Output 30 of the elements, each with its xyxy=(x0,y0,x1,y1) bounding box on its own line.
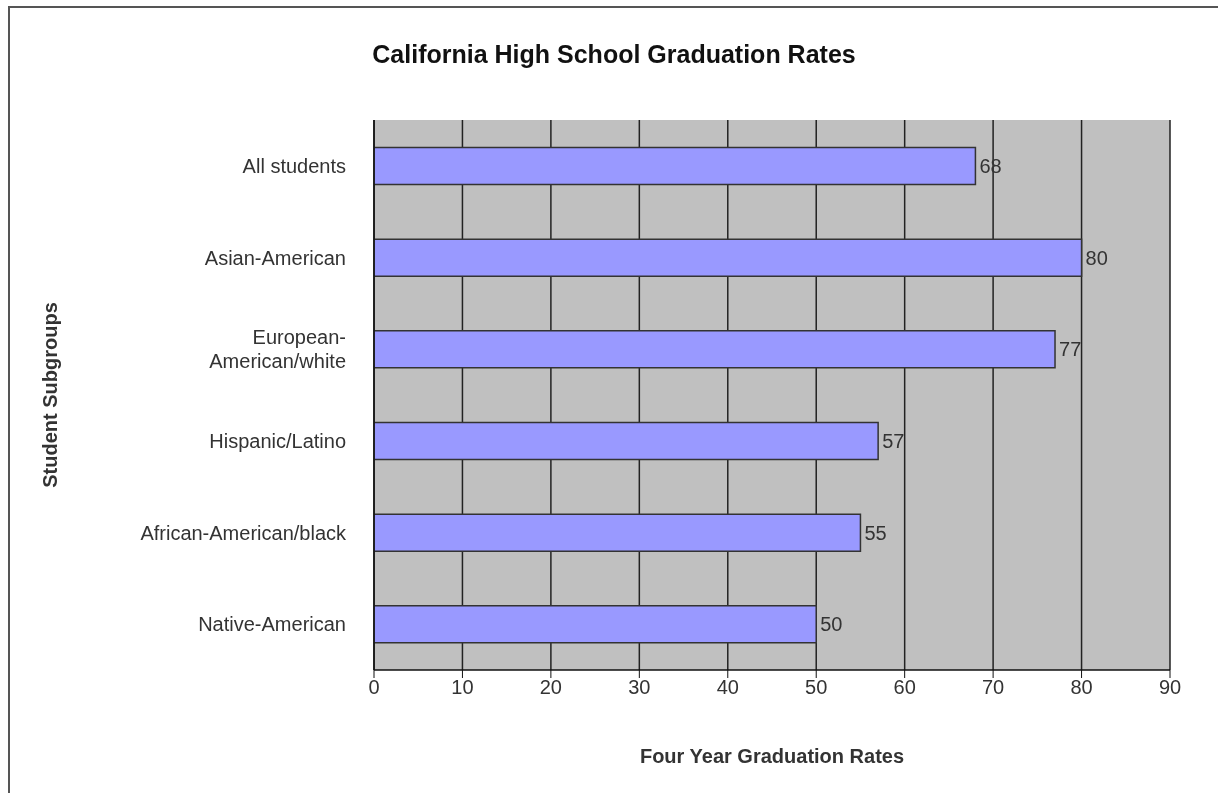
y-tick-label: Asian-American xyxy=(204,246,346,269)
bar xyxy=(374,330,1056,369)
x-tick-label: 90 xyxy=(1158,676,1182,699)
data-label: 77 xyxy=(1059,338,1082,361)
x-tick-label: 50 xyxy=(805,676,828,699)
x-tick-label: 10 xyxy=(451,676,474,699)
bar xyxy=(374,513,862,552)
y-tick-label: African-American/black xyxy=(140,521,347,544)
x-tick-label: 60 xyxy=(893,676,916,699)
y-axis-title: Student Subgroups xyxy=(39,302,62,488)
data-label: 50 xyxy=(820,613,843,636)
y-tick-label: Hispanic/Latino xyxy=(209,429,346,452)
x-tick-label: 80 xyxy=(1070,676,1093,699)
x-tick-label: 70 xyxy=(981,676,1005,699)
y-tick-label: All students xyxy=(242,154,346,177)
x-tick-label: 40 xyxy=(716,676,739,699)
bar xyxy=(374,238,1083,277)
chart-title: California High School Graduation Rates xyxy=(371,40,857,69)
bar xyxy=(374,605,817,644)
x-tick-label: 20 xyxy=(539,676,563,699)
bar xyxy=(374,146,977,186)
data-label: 57 xyxy=(882,430,905,453)
data-label: 55 xyxy=(864,521,887,544)
x-tick-label: 30 xyxy=(628,676,651,699)
bar xyxy=(374,421,879,461)
x-axis-title: Four Year Graduation Rates xyxy=(639,745,905,767)
x-tick-label: 0 xyxy=(368,676,380,699)
y-tick-label: Native-American xyxy=(198,613,346,636)
y-tick-label: European-American/white xyxy=(209,326,346,373)
data-label: 80 xyxy=(1085,246,1108,269)
